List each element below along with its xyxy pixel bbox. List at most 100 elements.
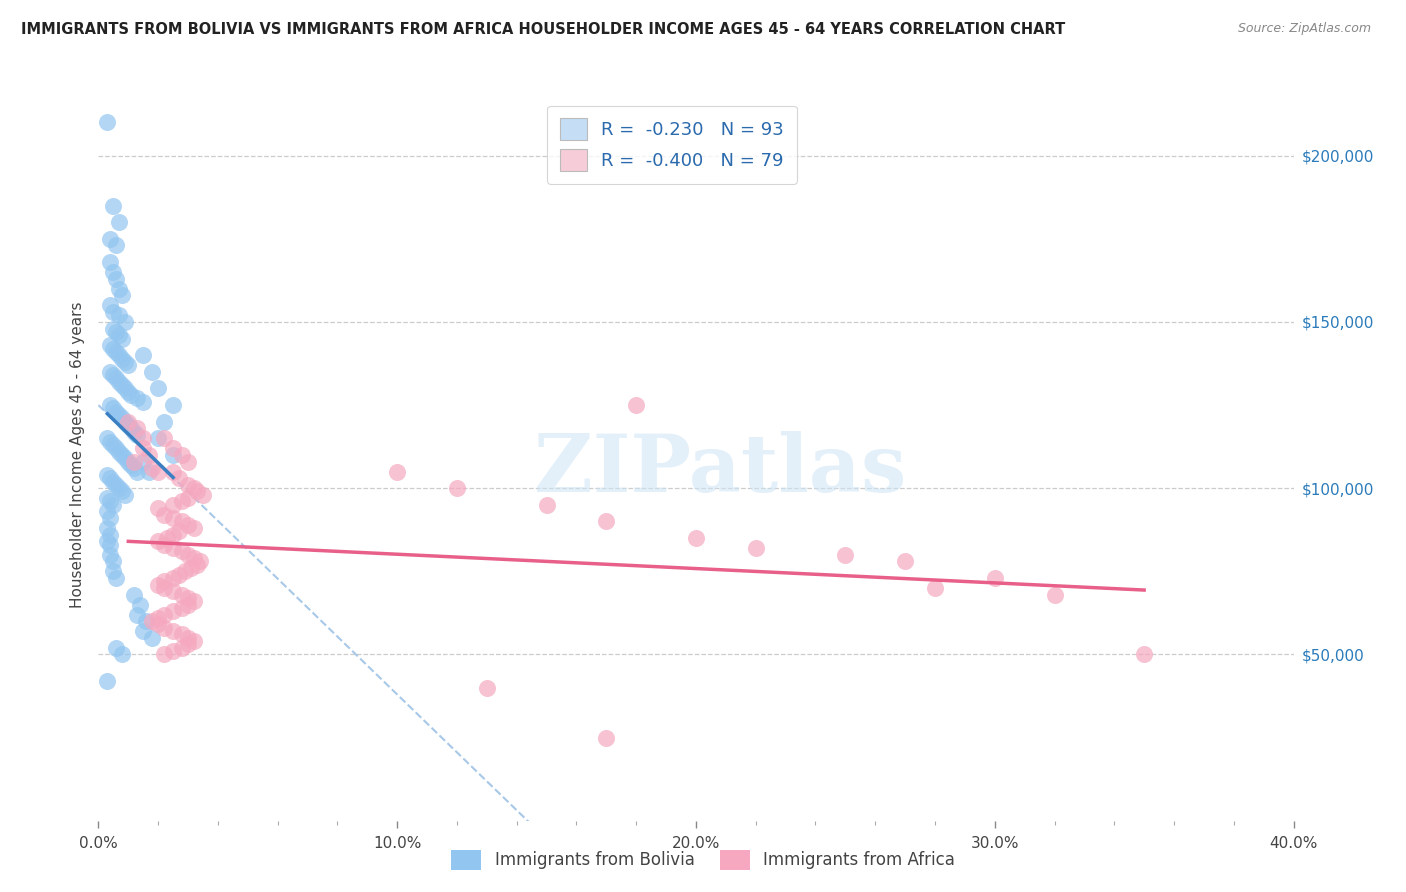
- Point: [177, 591, 200, 605]
- Point: [177, 491, 200, 505]
- Point: [105, 405, 128, 419]
- Point: [177, 454, 200, 468]
- Point: [108, 348, 131, 362]
- Point: [177, 631, 200, 645]
- Point: [141, 631, 163, 645]
- Point: [162, 604, 184, 618]
- Point: [98, 471, 122, 485]
- Point: [191, 488, 214, 502]
- Point: [103, 401, 125, 416]
- Point: [105, 344, 128, 359]
- Point: [105, 442, 128, 456]
- Point: [111, 332, 134, 346]
- Point: [132, 454, 155, 468]
- Point: [124, 454, 146, 468]
- Point: [103, 305, 125, 319]
- Point: [148, 381, 170, 395]
- Point: [177, 598, 200, 612]
- Point: [117, 415, 139, 429]
- Point: [177, 548, 200, 562]
- Point: [156, 531, 179, 545]
- Point: [685, 531, 707, 545]
- Point: [108, 308, 131, 322]
- Point: [103, 475, 125, 489]
- Y-axis label: Householder Income Ages 45 - 64 years: Householder Income Ages 45 - 64 years: [69, 301, 84, 608]
- Point: [117, 454, 139, 468]
- Point: [120, 388, 142, 402]
- Point: [96, 431, 118, 445]
- Point: [105, 571, 128, 585]
- Point: [162, 398, 184, 412]
- Point: [162, 624, 184, 639]
- Point: [172, 640, 194, 655]
- Point: [98, 511, 122, 525]
- Point: [98, 255, 122, 269]
- Point: [98, 365, 122, 379]
- Point: [174, 564, 197, 578]
- Point: [153, 508, 176, 522]
- Point: [117, 384, 139, 399]
- Point: [103, 498, 125, 512]
- Point: [132, 348, 155, 362]
- Point: [148, 611, 170, 625]
- Point: [183, 594, 205, 608]
- Point: [117, 417, 139, 432]
- Point: [108, 282, 131, 296]
- Point: [183, 481, 205, 495]
- Point: [186, 558, 208, 572]
- Point: [111, 648, 134, 662]
- Point: [141, 461, 163, 475]
- Point: [105, 325, 128, 339]
- Point: [148, 577, 170, 591]
- Point: [162, 448, 184, 462]
- Point: [1043, 588, 1066, 602]
- Point: [129, 598, 152, 612]
- Point: [172, 627, 194, 641]
- Point: [148, 431, 170, 445]
- Point: [984, 571, 1007, 585]
- Point: [162, 498, 184, 512]
- Point: [153, 621, 176, 635]
- Point: [385, 465, 409, 479]
- Point: [127, 392, 149, 406]
- Point: [111, 351, 134, 366]
- Point: [105, 371, 128, 385]
- Point: [103, 368, 125, 383]
- Point: [153, 648, 176, 662]
- Point: [167, 567, 190, 582]
- Point: [108, 215, 131, 229]
- Point: [111, 288, 134, 302]
- Point: [446, 481, 468, 495]
- Point: [98, 548, 122, 562]
- Point: [595, 515, 617, 529]
- Point: [153, 431, 176, 445]
- Point: [127, 421, 149, 435]
- Point: [141, 365, 163, 379]
- Point: [172, 494, 194, 508]
- Point: [96, 534, 118, 549]
- Point: [162, 527, 184, 541]
- Legend: R =  -0.230   N = 93, R =  -0.400   N = 79: R = -0.230 N = 93, R = -0.400 N = 79: [547, 105, 797, 184]
- Point: [114, 415, 136, 429]
- Point: [124, 588, 146, 602]
- Point: [132, 394, 155, 409]
- Point: [127, 428, 149, 442]
- Point: [96, 673, 118, 688]
- Point: [111, 411, 134, 425]
- Point: [105, 238, 128, 252]
- Point: [105, 271, 128, 285]
- Point: [124, 461, 146, 475]
- Point: [124, 425, 146, 439]
- Point: [475, 681, 498, 695]
- Point: [183, 634, 205, 648]
- Point: [153, 574, 176, 589]
- Point: [96, 504, 118, 518]
- Text: Source: ZipAtlas.com: Source: ZipAtlas.com: [1237, 22, 1371, 36]
- Point: [167, 524, 190, 539]
- Point: [103, 198, 125, 212]
- Point: [177, 637, 200, 651]
- Point: [108, 408, 131, 422]
- Point: [108, 375, 131, 389]
- Point: [177, 517, 200, 532]
- Point: [96, 115, 118, 129]
